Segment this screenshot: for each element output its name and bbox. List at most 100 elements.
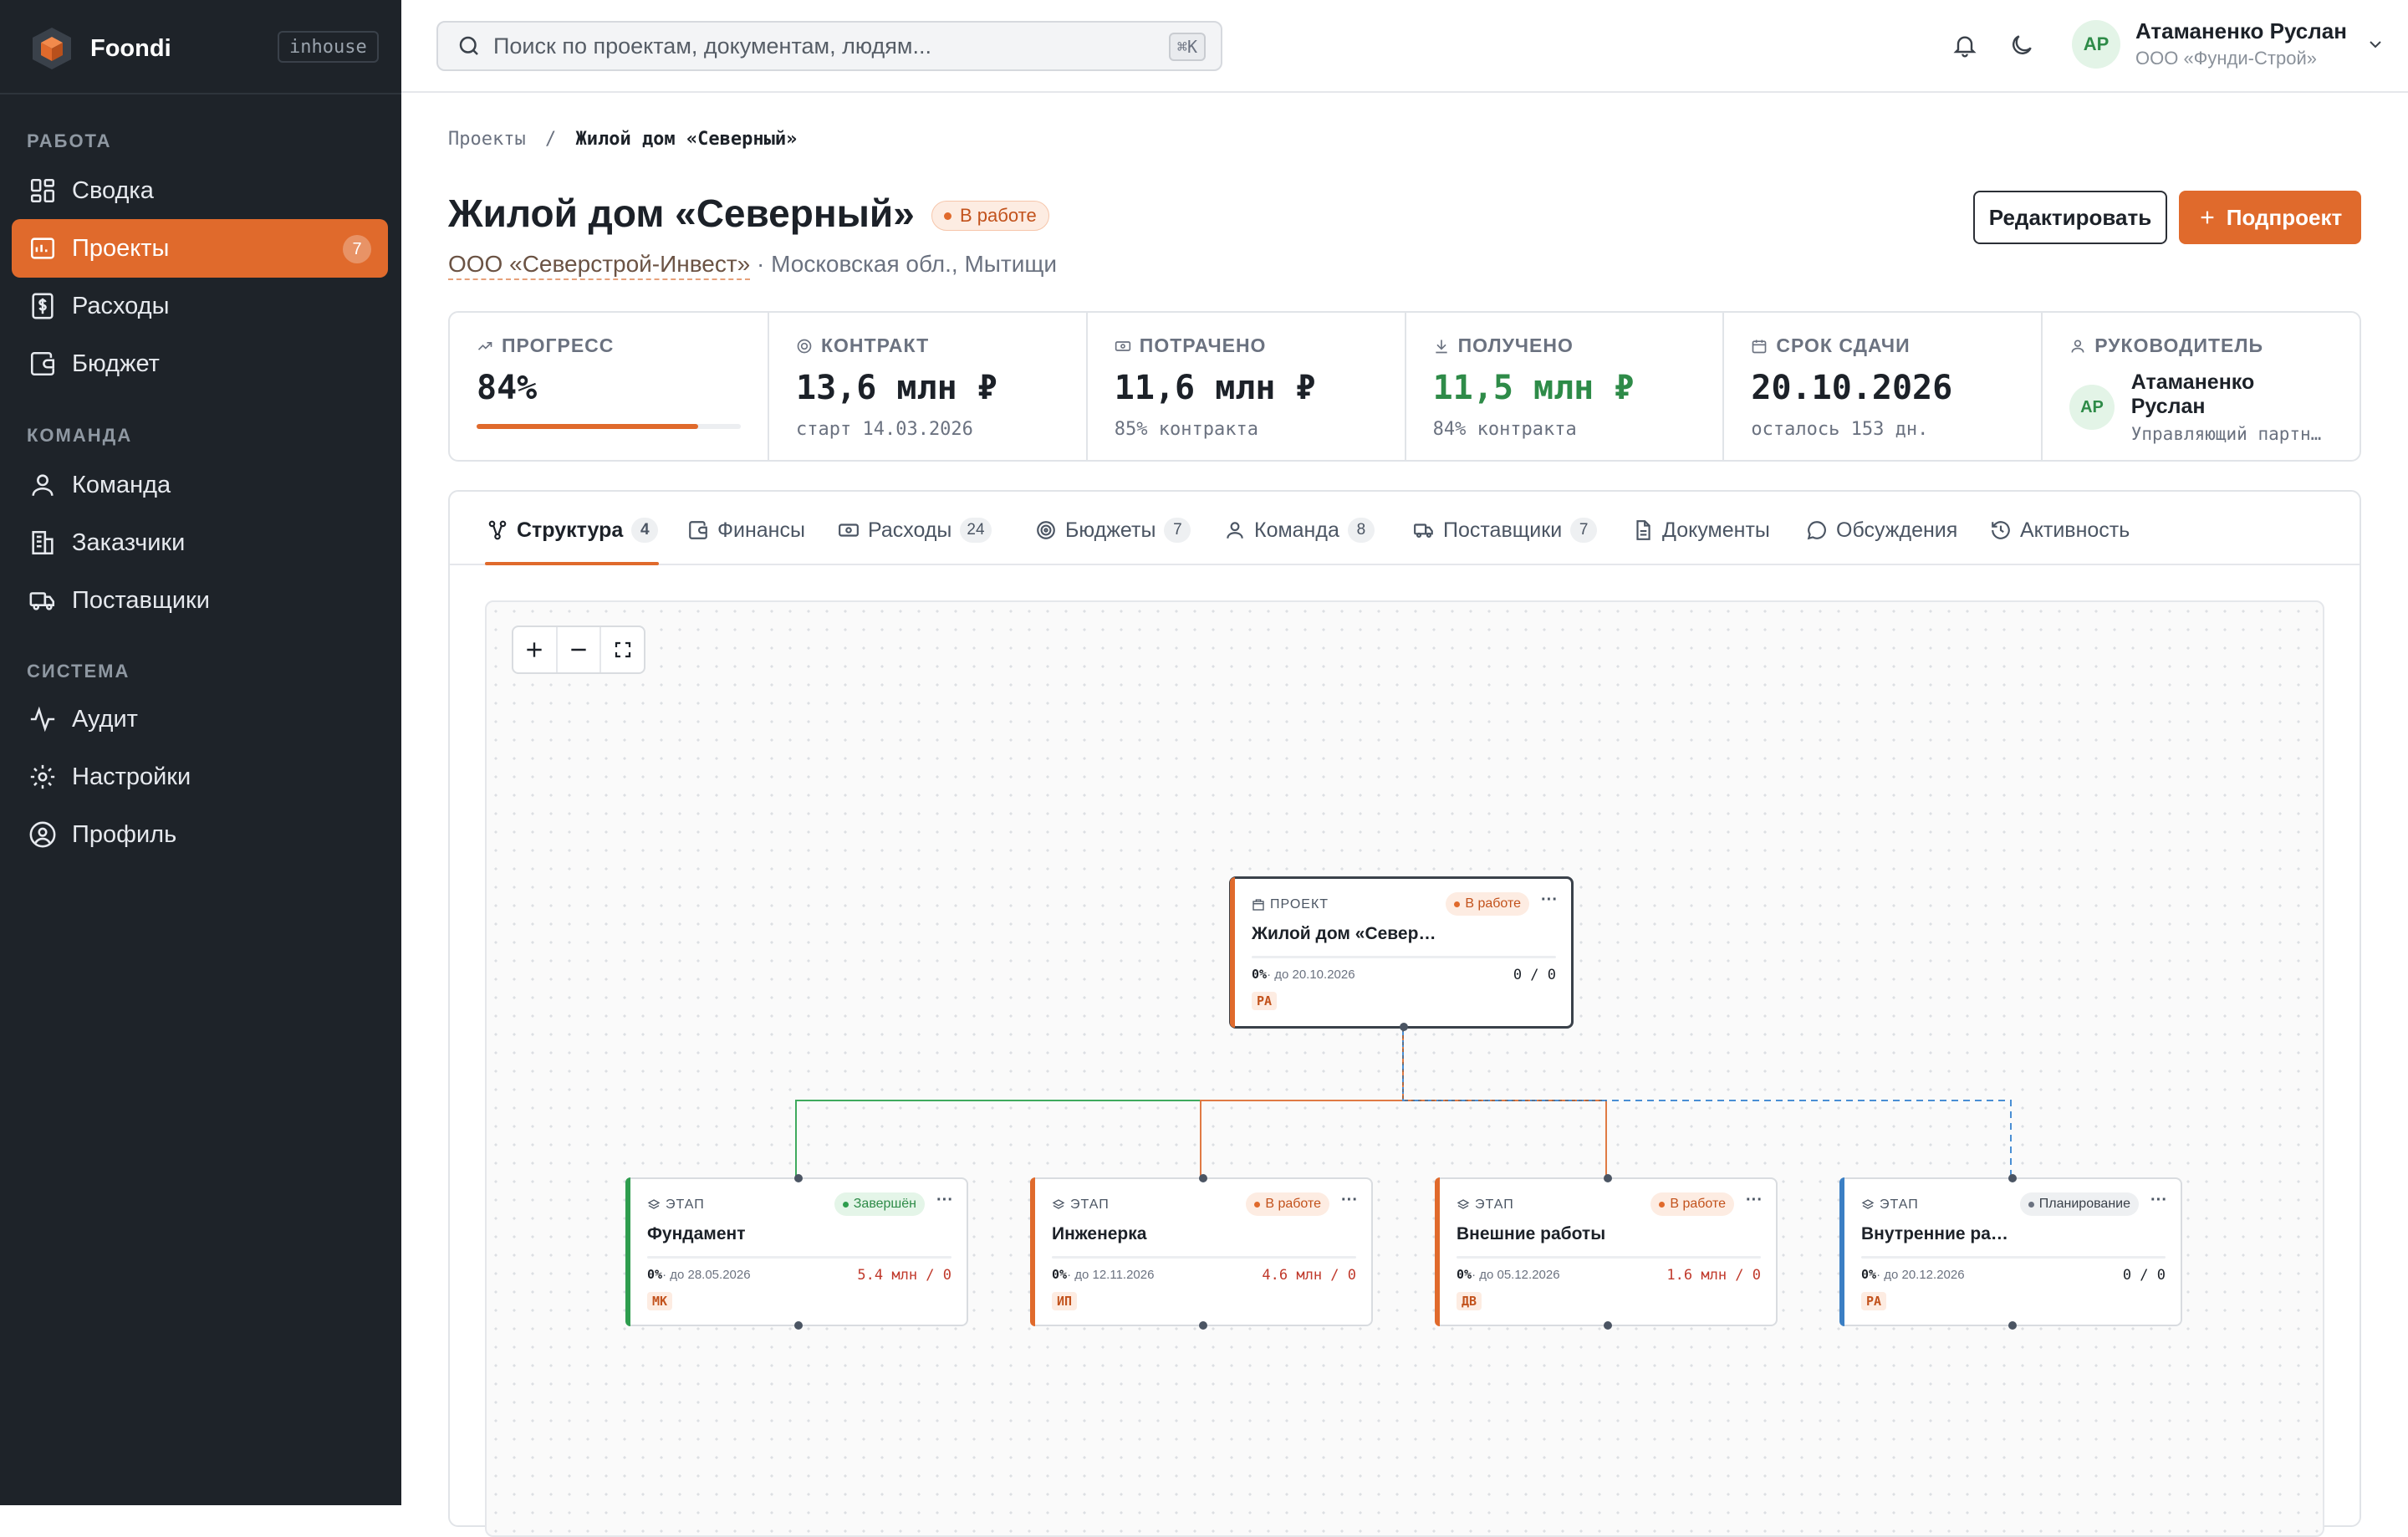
node-meta: 0%· до 20.12.2026 0 / 0 (1861, 1267, 2166, 1284)
tab-discussions[interactable]: Обсуждения (1806, 513, 1957, 547)
structure-icon (488, 520, 507, 540)
dashboard-icon (30, 178, 55, 203)
manager-row[interactable]: АР Атаманенко Руслан Управляющий партн… (2069, 370, 2333, 444)
sidebar-item-label: Аудит (72, 705, 138, 733)
layers-icon (1052, 1199, 1065, 1209)
gear-icon (30, 764, 55, 789)
bell-icon[interactable] (1951, 32, 1978, 59)
breadcrumb: Проекты / Жилой дом «Северный» (448, 129, 797, 150)
sidebar-item-projects[interactable]: Проекты 7 (12, 219, 388, 278)
tab-expenses[interactable]: Расходы 24 (838, 513, 992, 547)
add-subproject-button[interactable]: Подпроект (2179, 191, 2361, 244)
zoom-in-button[interactable] (513, 627, 558, 672)
stat-sub: 84% контракта (1432, 419, 1577, 440)
breadcrumb-link-projects[interactable]: Проекты (448, 129, 526, 150)
stat-sub: старт 14.03.2026 (796, 419, 973, 440)
more-icon[interactable]: ··· (2150, 1191, 2167, 1209)
node-port (1604, 1321, 1612, 1330)
zoom-out-button[interactable] (558, 627, 602, 672)
plus-icon (2201, 211, 2214, 224)
sidebar-item-audit[interactable]: Аудит (12, 690, 388, 748)
more-icon[interactable]: ··· (936, 1191, 953, 1209)
graph-node-stage[interactable]: ЭТАП Завершён ··· Фундамент 0%· до 28.05… (625, 1174, 968, 1330)
status-dot (1659, 1201, 1666, 1208)
search-shortcut: ⌘K (1168, 33, 1206, 61)
graph-node-stage[interactable]: ЭТАП В работе ··· Инженерка 0%· до 12.11… (1030, 1174, 1373, 1330)
node-progress-track (647, 1256, 951, 1259)
tab-bar: Структура 4 Финансы Расходы 24 Бюджеты 7 Ко… (450, 492, 2360, 565)
edit-button[interactable]: Редактировать (1973, 191, 2167, 244)
client-link[interactable]: ООО «Северстрой-Инвест» (448, 251, 751, 280)
tab-activity[interactable]: Активность (1990, 513, 2130, 547)
node-name: Фундамент (647, 1224, 746, 1243)
topbar: Поиск по проектам, документам, людям... … (401, 0, 2408, 93)
structure-canvas[interactable]: ПРОЕКТ В работе ··· Жилой дом «Север… 0%… (485, 600, 2324, 1537)
graph-node-stage[interactable]: ЭТАП В работе ··· Внешние работы 0%· до … (1435, 1174, 1778, 1330)
tab-finance[interactable]: Финансы (687, 513, 805, 547)
edge-external (1402, 1029, 1607, 1177)
node-accent (1030, 1177, 1035, 1326)
sidebar-item-expenses[interactable]: Расходы (12, 277, 388, 335)
moon-icon[interactable] (2008, 32, 2035, 59)
stat-label-text: ПОЛУЧЕНО (1457, 334, 1574, 356)
sidebar-item-profile[interactable]: Профиль (12, 805, 388, 864)
chevron-down-icon (2370, 40, 2381, 48)
tab-documents[interactable]: Документы (1632, 513, 1770, 547)
node-kind: ПРОЕКТ (1252, 897, 1556, 912)
user-menu[interactable]: АР Атаманенко Руслан ООО «Фунди-Строй» (2072, 18, 2385, 69)
sidebar-item-summary[interactable]: Сводка (12, 161, 388, 220)
sidebar-item-settings[interactable]: Настройки (12, 748, 388, 806)
node-meta: 0%· до 12.11.2026 4.6 млн / 0 (1052, 1267, 1356, 1284)
layers-icon (647, 1199, 661, 1209)
tab-team[interactable]: Команда 8 (1224, 513, 1375, 547)
tab-suppliers[interactable]: Поставщики 7 (1413, 513, 1598, 547)
tab-label: Документы (1662, 518, 1770, 542)
banknote-icon (1115, 340, 1130, 351)
sidebar-item-budget[interactable]: Бюджет (12, 334, 388, 393)
graph-node-stage[interactable]: ЭТАП Планирование ··· Внутренние ра… 0%·… (1839, 1174, 2182, 1330)
node-kind: ЭТАП (1457, 1197, 1761, 1213)
user-name: Атаманенко Руслан (2135, 18, 2347, 43)
tab-label: Поставщики (1443, 518, 1563, 542)
building-icon (1252, 899, 1264, 911)
status-label: В работе (1265, 1197, 1321, 1211)
more-icon[interactable]: ··· (1541, 891, 1558, 909)
brand-name: Foondi (90, 34, 171, 62)
user-icon (32, 474, 54, 496)
brand[interactable]: Foondi (28, 22, 171, 75)
node-accent (1230, 877, 1235, 1028)
node-money: 0 / 0 (2122, 1267, 2166, 1284)
sidebar-item-clients[interactable]: Заказчики (12, 513, 388, 572)
edge-trunk-overlay (1402, 1029, 1606, 1101)
sidebar-item-team[interactable]: Команда (12, 456, 388, 514)
sidebar-item-suppliers[interactable]: Поставщики (12, 571, 388, 630)
tab-label: Структура (517, 518, 624, 542)
sidebar-item-label: Расходы (72, 292, 170, 319)
node-money: 4.6 млн / 0 (1262, 1267, 1356, 1284)
search-input[interactable]: Поиск по проектам, документам, людям... … (436, 21, 1222, 71)
graph-node-project[interactable]: ПРОЕКТ В работе ··· Жилой дом «Север… 0%… (1229, 876, 1574, 1031)
node-due: · до 28.05.2026 (662, 1268, 751, 1282)
tab-budgets[interactable]: Бюджеты 7 (1035, 513, 1191, 547)
status-dot (2028, 1201, 2034, 1208)
node-kind-label: ЭТАП (1880, 1197, 1919, 1212)
tab-structure[interactable]: Структура 4 (487, 513, 659, 547)
node-kind-label: ЭТАП (1475, 1197, 1514, 1212)
status-badge: В работе (1246, 1192, 1329, 1216)
user-icon (2071, 340, 2084, 353)
project-subtitle: ООО «Северстрой-Инвест» · Московская обл… (448, 251, 1057, 280)
more-icon[interactable]: ··· (1746, 1191, 1763, 1209)
fit-view-button[interactable] (601, 627, 644, 672)
node-assignee: РА (1861, 1292, 1887, 1310)
tab-count: 8 (1347, 518, 1375, 543)
node-due: · до 12.11.2026 (1067, 1268, 1155, 1282)
more-icon[interactable]: ··· (1341, 1191, 1358, 1209)
node-money: 5.4 млн / 0 (857, 1267, 951, 1284)
stat-label: ПРОГРЕСС (477, 334, 741, 357)
tab-label: Активность (2020, 518, 2130, 542)
history-icon (1992, 521, 2010, 539)
status-label: В работе (1670, 1197, 1726, 1211)
stat-sub: 85% контракта (1114, 419, 1258, 440)
node-assignee: МК (647, 1292, 673, 1310)
document-icon (1636, 520, 1650, 540)
